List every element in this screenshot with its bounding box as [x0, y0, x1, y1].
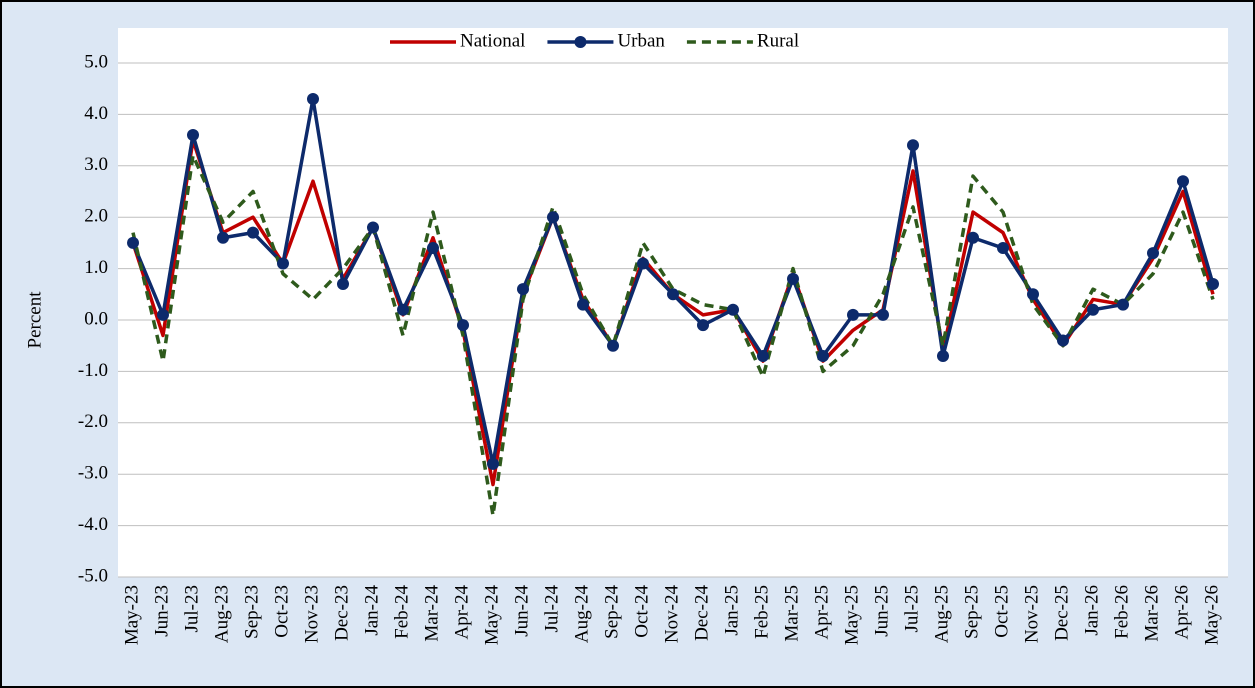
- legend-label: National: [460, 30, 525, 51]
- x-tick-label: Dec-25: [1051, 585, 1072, 641]
- series-marker: [607, 339, 619, 352]
- series-marker: [967, 231, 979, 244]
- y-tick-label: 3.0: [84, 154, 108, 175]
- x-tick-label: Nov-23: [301, 585, 322, 643]
- series-marker: [937, 349, 949, 362]
- series-marker: [127, 236, 139, 249]
- x-tick-label: Dec-24: [691, 585, 712, 641]
- series-marker: [517, 283, 529, 296]
- series-marker: [727, 303, 739, 316]
- x-tick-label: Mar-26: [1141, 585, 1162, 642]
- series-marker: [817, 349, 829, 362]
- x-tick-label: Sep-24: [601, 585, 622, 639]
- x-tick-label: Feb-26: [1111, 585, 1132, 639]
- y-tick-label: -3.0: [78, 463, 108, 484]
- series-marker: [1147, 247, 1159, 260]
- series-marker: [547, 211, 559, 224]
- x-tick-label: Jan-26: [1081, 585, 1102, 636]
- series-marker: [847, 308, 859, 321]
- series-marker: [457, 319, 469, 332]
- series-marker: [637, 257, 649, 270]
- x-tick-label: Jun-25: [871, 585, 892, 637]
- series-marker: [307, 92, 319, 105]
- x-tick-label: Aug-25: [931, 585, 952, 643]
- x-tick-label: Mar-25: [781, 585, 802, 642]
- x-tick-label: Nov-24: [661, 585, 682, 644]
- x-tick-label: Jan-24: [361, 585, 382, 636]
- x-tick-label: Nov-25: [1021, 585, 1042, 643]
- x-tick-label: Aug-24: [571, 585, 592, 644]
- series-marker: [487, 457, 499, 470]
- x-tick-label: Jun-23: [151, 585, 172, 637]
- series-marker: [1117, 298, 1129, 311]
- x-tick-label: Dec-23: [331, 585, 352, 641]
- x-tick-label: Oct-25: [991, 585, 1012, 638]
- x-tick-label: May-24: [481, 585, 502, 646]
- series-marker: [397, 303, 409, 316]
- x-tick-label: May-25: [841, 585, 862, 645]
- series-marker: [997, 242, 1009, 255]
- x-tick-label: Feb-24: [391, 585, 412, 639]
- series-marker: [1057, 334, 1069, 347]
- x-tick-label: Jun-24: [511, 585, 532, 637]
- y-tick-label: 5.0: [84, 51, 108, 72]
- x-tick-label: Apr-24: [451, 585, 472, 640]
- y-tick-label: -2.0: [78, 411, 108, 432]
- series-marker: [697, 319, 709, 332]
- x-tick-label: Apr-26: [1171, 585, 1192, 640]
- series-marker: [337, 278, 349, 291]
- series-marker: [667, 288, 679, 301]
- x-tick-label: Oct-24: [631, 585, 652, 638]
- series-marker: [187, 128, 199, 141]
- legend-marker: [574, 36, 587, 48]
- series-marker: [877, 308, 889, 321]
- series-marker: [217, 231, 229, 244]
- plot-area: [118, 28, 1228, 577]
- x-tick-label: Sep-25: [961, 585, 982, 639]
- series-marker: [157, 308, 169, 321]
- series-marker: [367, 221, 379, 234]
- series-marker: [1177, 175, 1189, 188]
- series-marker: [787, 272, 799, 285]
- x-tick-label: May-26: [1201, 585, 1222, 645]
- legend-label: Rural: [757, 30, 799, 51]
- series-marker: [907, 139, 919, 152]
- series-marker: [427, 242, 439, 255]
- y-tick-label: -1.0: [78, 360, 108, 381]
- x-tick-label: Jul-24: [541, 585, 562, 633]
- x-tick-label: May-23: [121, 585, 142, 645]
- x-tick-label: Mar-24: [421, 585, 442, 642]
- y-tick-label: 4.0: [84, 103, 108, 124]
- y-tick-label: 1.0: [84, 257, 108, 278]
- x-tick-label: Jan-25: [721, 585, 742, 636]
- series-marker: [1027, 288, 1039, 301]
- series-marker: [277, 257, 289, 270]
- series-marker: [247, 226, 259, 239]
- y-tick-label: -5.0: [78, 565, 108, 586]
- series-marker: [577, 298, 589, 311]
- series-marker: [757, 349, 769, 362]
- series-marker: [1087, 303, 1099, 316]
- x-tick-label: Aug-23: [211, 585, 232, 643]
- series-marker: [1207, 278, 1219, 291]
- y-axis-label: Percent: [24, 291, 45, 349]
- legend-label: Urban: [617, 30, 665, 51]
- x-tick-label: Feb-25: [751, 585, 772, 639]
- x-tick-label: Oct-23: [271, 585, 292, 638]
- y-tick-label: -4.0: [78, 514, 108, 535]
- y-tick-label: 0.0: [84, 308, 108, 329]
- x-tick-label: Jul-25: [901, 585, 922, 633]
- x-tick-label: Jul-23: [181, 585, 202, 633]
- x-tick-label: Sep-23: [241, 585, 262, 639]
- y-tick-label: 2.0: [84, 206, 108, 227]
- x-tick-label: Apr-25: [811, 585, 832, 640]
